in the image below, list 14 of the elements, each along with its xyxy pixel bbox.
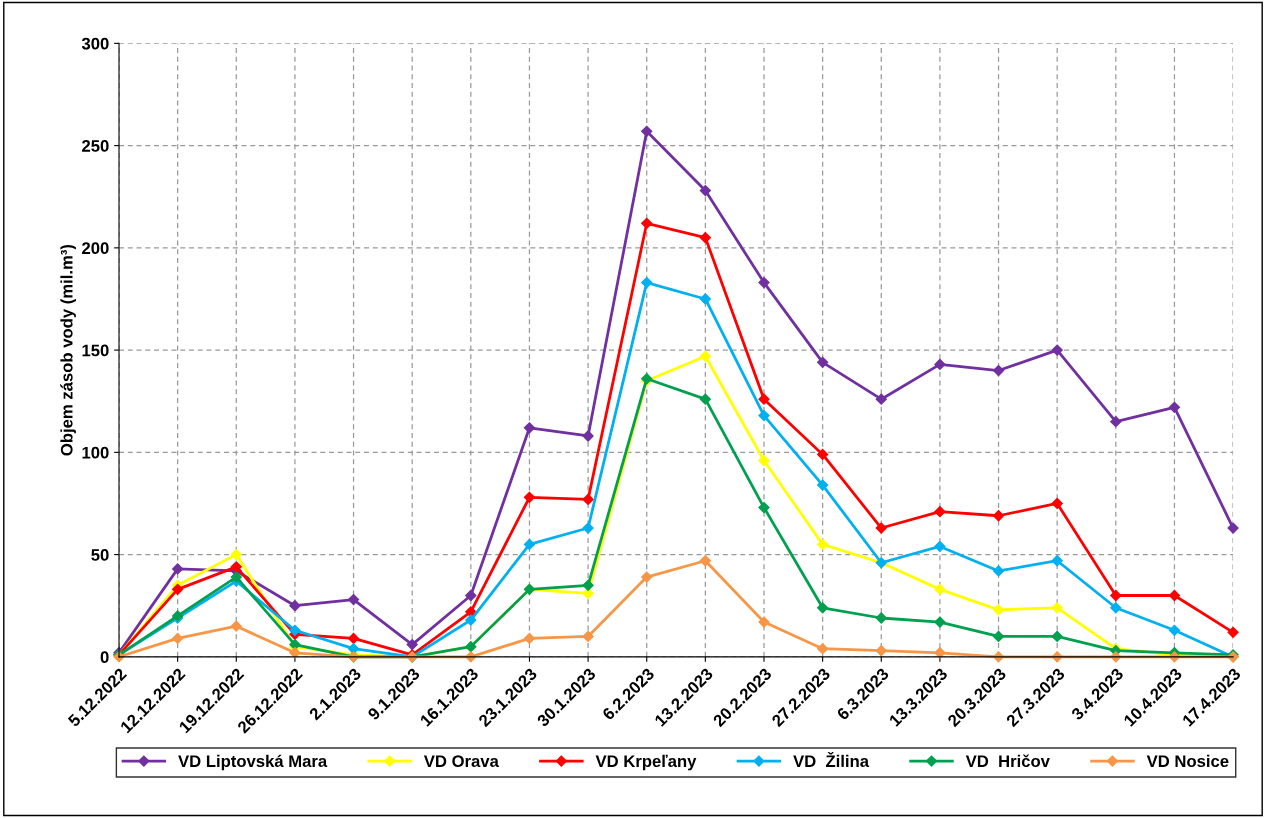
legend-label: VD Liptovská Mara: [178, 754, 328, 771]
y-tick-label: 100: [82, 446, 109, 459]
y-axis-title: Objem zásob vody (mil.m³): [60, 244, 76, 456]
y-tick-label: 0: [100, 651, 109, 664]
y-tick-label: 50: [91, 549, 109, 561]
y-tick-label: 150: [82, 344, 109, 357]
legend-label: VD Hričov: [965, 754, 1050, 768]
y-tick-label: 300: [81, 37, 109, 50]
legend-label: VD Nosice: [1146, 754, 1229, 768]
y-tick-label: 200: [82, 242, 109, 255]
y-tick-label: 250: [82, 140, 109, 152]
legend-label: VD Orava: [423, 755, 499, 768]
legend-label: VD Krpeľany: [595, 754, 697, 771]
legend-label: VD Žilina: [793, 751, 870, 768]
